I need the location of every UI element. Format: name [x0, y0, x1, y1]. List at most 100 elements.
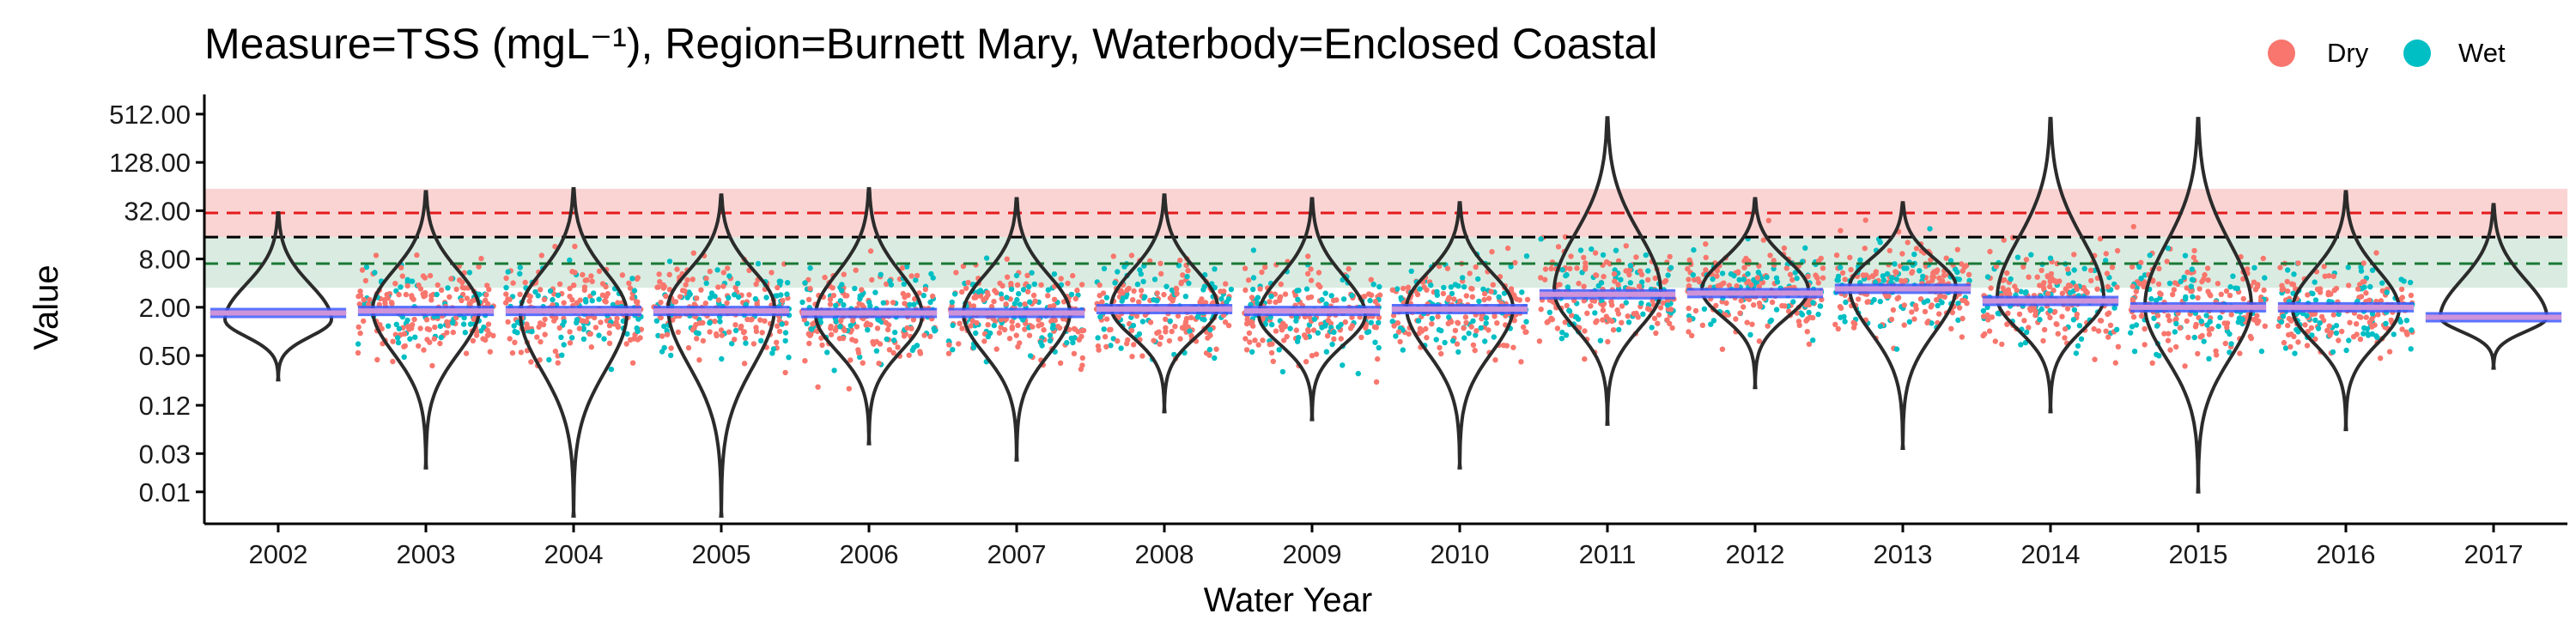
- dry-point: [660, 285, 666, 291]
- dry-point: [776, 328, 783, 335]
- dry-point: [827, 301, 834, 307]
- dry-point: [1065, 280, 1071, 287]
- wet-point: [395, 335, 401, 341]
- dry-point: [627, 285, 634, 291]
- dry-point: [853, 337, 859, 344]
- dry-point: [2026, 274, 2032, 280]
- dry-point: [981, 338, 987, 344]
- dry-point: [1692, 307, 1699, 314]
- wet-point: [591, 290, 597, 296]
- dry-point: [1657, 305, 1664, 311]
- dry-point: [1508, 286, 1515, 292]
- dry-point: [420, 273, 427, 279]
- wet-point: [2312, 297, 2319, 303]
- legend: Dry Wet: [2268, 38, 2506, 68]
- dry-point: [2107, 322, 2114, 328]
- dry-point: [2333, 285, 2340, 292]
- dry-point: [1909, 270, 1915, 276]
- wet-point: [1368, 319, 1375, 325]
- wet-point: [1577, 247, 1584, 253]
- wet-point: [1415, 318, 1422, 324]
- wet-point: [2172, 329, 2178, 335]
- wet-point: [2204, 322, 2210, 328]
- dry-point: [998, 317, 1005, 323]
- dry-point: [2398, 286, 2405, 293]
- dry-point: [1131, 342, 1137, 348]
- dry-point: [1397, 338, 1403, 345]
- dry-point: [2295, 260, 2301, 266]
- dry-point: [1188, 332, 1194, 339]
- dry-point: [725, 265, 731, 271]
- wet-point: [1031, 281, 1038, 288]
- dry-point: [1807, 314, 1814, 320]
- wet-point: [668, 352, 674, 359]
- wet-point: [839, 288, 845, 294]
- dry-point: [2005, 310, 2011, 316]
- dry-point: [2177, 325, 2183, 331]
- dry-point: [1371, 324, 1378, 330]
- dry-point: [1504, 343, 1510, 349]
- wet-point: [1029, 270, 1035, 276]
- wet-point: [1212, 284, 1218, 291]
- wet-point: [1394, 286, 1400, 292]
- wet-point: [833, 319, 840, 325]
- dry-point: [1175, 313, 1182, 319]
- dry-point: [1835, 325, 1841, 332]
- dry-point: [1485, 295, 1492, 301]
- dry-point: [1912, 302, 1919, 308]
- wet-point: [2346, 337, 2352, 343]
- dry-point: [1548, 265, 1554, 272]
- dry-point: [1760, 237, 1766, 243]
- dry-point: [552, 243, 558, 250]
- wet-point: [2228, 341, 2234, 347]
- dry-point: [1512, 259, 1518, 266]
- wet-point: [1519, 289, 1525, 295]
- dry-point: [1243, 320, 1250, 327]
- dry-point: [2074, 286, 2080, 292]
- dry-point: [993, 346, 999, 352]
- dry-point: [1330, 297, 1337, 304]
- dry-point: [581, 287, 587, 294]
- wet-point: [1857, 257, 1863, 263]
- dry-point: [2324, 327, 2330, 334]
- wet-point: [2191, 334, 2197, 341]
- dry-point: [466, 301, 472, 307]
- dry-point: [361, 318, 367, 325]
- wet-point: [1047, 332, 1054, 338]
- violin-2006: [813, 186, 925, 446]
- dry-point: [635, 275, 641, 281]
- dry-point: [1696, 278, 1703, 285]
- dry-point: [1890, 307, 1897, 313]
- dry-point: [2372, 322, 2378, 328]
- dry-point: [2205, 277, 2211, 283]
- dry-point: [538, 338, 544, 345]
- wet-point: [1815, 311, 1821, 318]
- dry-point: [1438, 350, 1444, 357]
- dry-point: [945, 350, 952, 356]
- dry-point: [1004, 256, 1011, 262]
- wet-point: [2280, 313, 2287, 319]
- dry-point: [463, 350, 470, 356]
- wet-point: [752, 295, 759, 302]
- dry-point: [1247, 339, 1253, 345]
- dry-point: [672, 299, 679, 305]
- wet-point: [1103, 295, 1110, 301]
- wet-point: [987, 330, 993, 337]
- dry-point: [1249, 295, 1255, 301]
- dry-point: [503, 291, 509, 297]
- wet-point: [1016, 290, 1022, 297]
- wet-point: [1880, 277, 1887, 283]
- legend-key-wet: [2403, 39, 2431, 67]
- dry-point: [1610, 327, 1617, 333]
- wet-point: [2047, 307, 2053, 313]
- dry-point: [517, 291, 523, 297]
- dry-point: [2312, 311, 2318, 317]
- dry-point: [571, 283, 577, 289]
- dry-point: [1554, 325, 1561, 331]
- dry-point: [815, 384, 821, 390]
- y-tick-label: 2.00: [139, 293, 191, 323]
- dry-point: [703, 276, 709, 282]
- dry-point: [2227, 292, 2233, 299]
- wet-point: [1250, 275, 1257, 281]
- wet-point: [707, 319, 713, 325]
